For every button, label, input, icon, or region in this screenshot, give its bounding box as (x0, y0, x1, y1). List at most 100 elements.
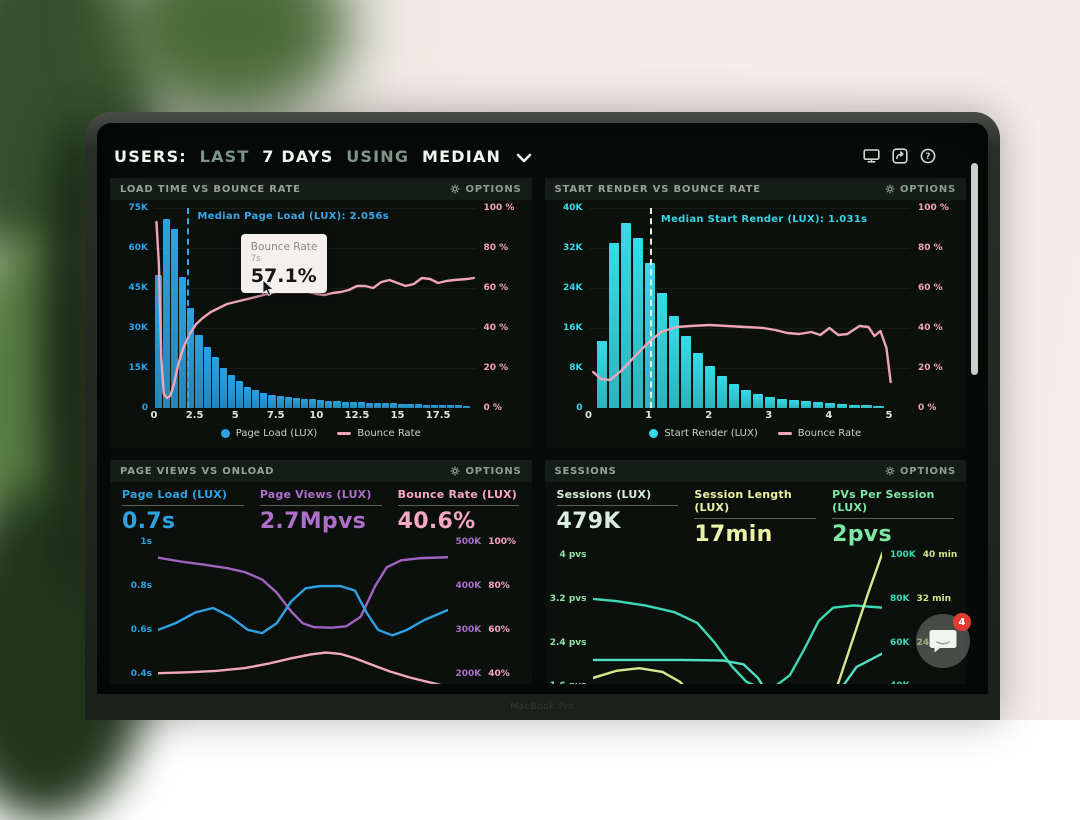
y-axis-left: 1s 0.8s 0.6s 0.4s (116, 538, 158, 684)
y-tick-label: 80 % (484, 243, 509, 253)
chat-bubble-icon (928, 627, 958, 655)
legend-dot-start-render (649, 429, 658, 438)
y-tick-label: 0.8s (131, 581, 152, 591)
legend-label: Bounce Rate (798, 428, 861, 439)
y-tick-label: 1s (140, 537, 152, 547)
legend-line-bounce-rate (778, 432, 792, 435)
x-tick-label: 10 (309, 410, 323, 421)
stat-label: Session Length (LUX) (694, 488, 816, 514)
y-tick-label: 60 % (484, 283, 509, 293)
page-views-plot (158, 538, 448, 684)
line-series (158, 586, 448, 635)
header-seg-users: USERS: (114, 147, 187, 166)
options-label: OPTIONS (465, 466, 521, 477)
x-tick-label: 2.5 (186, 410, 204, 421)
panel-title: SESSIONS (555, 466, 617, 477)
y-tick-label: 32K (563, 243, 583, 253)
stat-value: 2.7Mpvs (260, 509, 382, 534)
y-tick-label: 0.4s (131, 669, 152, 679)
legend-label: Bounce Rate (357, 428, 420, 439)
options-label: OPTIONS (900, 184, 956, 195)
y-tick-label: 20 % (918, 363, 943, 373)
options-button[interactable]: OPTIONS (450, 466, 521, 477)
panel-title: START RENDER VS BOUNCE RATE (555, 184, 761, 195)
start-render-plot: Median Start Render (LUX): 1.031s (589, 208, 911, 408)
stat-value: 40.6% (398, 509, 520, 534)
y-tick-label: 75K (129, 203, 149, 213)
stat-page-load: Page Load (LUX) 0.7s (122, 488, 244, 534)
line-series (593, 325, 890, 382)
bounce-rate-tooltip: Bounce Rate 7s 57.1% (241, 234, 328, 293)
line-series (158, 653, 448, 684)
tooltip-title: Bounce Rate (251, 241, 318, 253)
y-tick-label: 0.6s (131, 625, 152, 635)
scrollbar[interactable] (971, 163, 978, 375)
y-tick-label: 40K (890, 681, 917, 684)
options-label: OPTIONS (900, 466, 956, 477)
users-filter-dropdown[interactable]: USERS: LAST 7 DAYS USING MEDIAN (114, 147, 532, 166)
x-tick-label: 5 (885, 410, 892, 421)
options-label: OPTIONS (465, 184, 521, 195)
chat-button[interactable]: 4 (916, 614, 970, 668)
stat-label: PVs Per Session (LUX) (832, 488, 954, 514)
options-button[interactable]: OPTIONS (450, 184, 521, 195)
help-icon[interactable]: ? (920, 148, 936, 164)
y-tick-label: 0 (142, 403, 148, 413)
options-button[interactable]: OPTIONS (885, 184, 956, 195)
bezel-brand-text: MacBook Pro (510, 702, 574, 712)
y-tick-label: 4 pvs (559, 550, 586, 560)
x-tick-label: 17.5 (426, 410, 451, 421)
legend-label: Page Load (LUX) (236, 428, 318, 439)
stat-label: Page Views (LUX) (260, 488, 382, 501)
x-tick-label: 1 (645, 410, 652, 421)
y-tick-label: 60 % (918, 283, 943, 293)
chevron-down-icon[interactable] (516, 153, 532, 163)
gear-icon (450, 466, 460, 476)
median-marker-line (650, 208, 652, 408)
x-tick-label: 0 (151, 410, 158, 421)
panel-sessions: SESSIONS OPTIONS Sessions (LUX) 479K Ses… (545, 460, 967, 684)
y-tick-label: 40 % (484, 323, 509, 333)
line-series (593, 599, 883, 684)
x-tick-label: 3 (765, 410, 772, 421)
stat-bounce-rate: Bounce Rate (LUX) 40.6% (398, 488, 520, 534)
y-tick-label: 40 % (918, 323, 943, 333)
gear-icon (450, 184, 460, 194)
share-icon[interactable] (892, 148, 908, 164)
display-icon[interactable] (863, 148, 880, 164)
panel-title: PAGE VIEWS VS ONLOAD (120, 466, 274, 477)
load-time-plot: Median Page Load (LUX): 2.056s Bounce Ra… (154, 208, 476, 408)
median-marker-line (187, 208, 189, 408)
x-tick-label: 15 (391, 410, 405, 421)
laptop-bezel: MacBook Pro (85, 694, 1000, 720)
y-tick-label: 2.4 pvs (550, 638, 587, 648)
stat-label: Bounce Rate (LUX) (398, 488, 520, 501)
stat-pvs-per-session: PVs Per Session (LUX) 2pvs (832, 488, 954, 547)
x-tick-label: 12.5 (345, 410, 370, 421)
stat-sessions: Sessions (LUX) 479K (557, 488, 679, 547)
gear-icon (885, 466, 895, 476)
y-axis-left: 4 pvs 3.2 pvs 2.4 pvs 1.6 pvs (551, 551, 593, 684)
legend: Page Load (LUX) Bounce Rate (110, 428, 532, 439)
options-button[interactable]: OPTIONS (885, 466, 956, 477)
x-tick-label: 5 (232, 410, 239, 421)
y-tick-label: 20 % (484, 363, 509, 373)
y-tick-label: 100 % (484, 203, 515, 213)
dashboard-screen: USERS: LAST 7 DAYS USING MEDIAN ? (97, 123, 988, 694)
y-tick-label: 1.6 pvs (550, 681, 587, 684)
stat-value: 17min (694, 522, 816, 547)
y-tick-label: 45K (129, 283, 149, 293)
y-tick-label: 3.2 pvs (550, 594, 587, 604)
y-tick-label: 8K (569, 363, 582, 373)
dashboard-header: USERS: LAST 7 DAYS USING MEDIAN ? (110, 139, 966, 173)
